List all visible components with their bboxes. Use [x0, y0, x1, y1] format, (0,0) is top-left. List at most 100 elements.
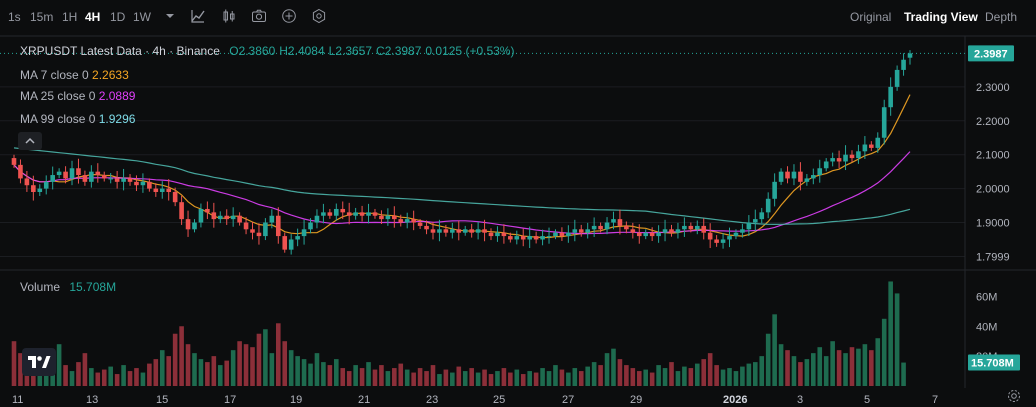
volume-bar [746, 363, 752, 386]
tab-trading-view[interactable]: Trading View [904, 10, 978, 24]
ma99-legend[interactable]: MA 99 close 0 1.9296 [20, 112, 135, 126]
candlestick-chart[interactable]: 2.3987 2.3000 2.2000 2.1000 2.0000 1.9000 1.79… [0, 34, 1036, 407]
volume-bar [495, 371, 500, 386]
volume-bar [694, 363, 700, 386]
candle-body [327, 212, 333, 216]
candle [63, 166, 68, 184]
candle [707, 223, 713, 249]
legend-collapse-button[interactable] [18, 132, 42, 150]
timeframe-1h[interactable]: 1H [62, 10, 78, 24]
candle [527, 226, 532, 249]
candle-body [675, 229, 681, 233]
volume-legend[interactable]: Volume 15.708M [20, 280, 116, 294]
last-price-label: 2.3987 [974, 48, 1008, 60]
ma25-legend[interactable]: MA 25 close 0 2.0889 [20, 89, 135, 103]
candle [630, 222, 636, 239]
candle-body [572, 229, 578, 233]
candle [392, 206, 397, 228]
volume-bar [295, 356, 300, 386]
candle [424, 220, 429, 235]
candle [862, 136, 868, 159]
timeframe-1s[interactable]: 1s [8, 10, 21, 24]
time-tick-label: 15 [156, 394, 168, 406]
candle [359, 205, 365, 222]
candle-body [172, 192, 178, 203]
ma25-value: 2.0889 [98, 89, 136, 103]
camera-icon[interactable] [251, 8, 267, 24]
volume-bar [869, 350, 874, 386]
candle [340, 201, 346, 220]
volume-bar [533, 372, 539, 386]
candle [765, 192, 771, 219]
volume-bar [798, 362, 803, 386]
timeframe-4h[interactable]: 4H [85, 10, 101, 24]
candle [462, 225, 468, 236]
candle-body [566, 232, 571, 237]
candle-body [108, 178, 113, 180]
volume-bar [894, 293, 900, 386]
candle-body [24, 178, 30, 186]
volume-label: Volume [20, 280, 61, 294]
tab-depth[interactable]: Depth [985, 10, 1018, 24]
candle-body [501, 232, 507, 237]
gear-icon[interactable] [1006, 388, 1022, 404]
symbol-title: XRPUSDT Latest Data · 4h · Binance [20, 44, 220, 58]
tv-logo-icon [28, 356, 51, 368]
candle [179, 195, 184, 225]
timeframe-15m[interactable]: 15m [30, 10, 54, 24]
volume-bar [443, 369, 449, 386]
indicator-line-icon[interactable] [190, 8, 206, 24]
time-tick-label: 11 [12, 394, 23, 406]
candle-type-icon[interactable] [221, 8, 237, 24]
candle [346, 202, 352, 225]
candle-body [437, 229, 442, 233]
candle-body [18, 164, 23, 179]
candle [791, 164, 797, 186]
tab-original[interactable]: Original [850, 10, 892, 24]
candle-body [811, 175, 816, 179]
candle [540, 229, 545, 246]
volume-axis: 60M40M20M15.708M [968, 291, 1020, 371]
timeframe-1w[interactable]: 1W [133, 10, 151, 24]
volume-bar [546, 371, 552, 386]
ma7-legend[interactable]: MA 7 close 0 2.2633 [20, 68, 129, 82]
candle-body [514, 236, 520, 240]
volume-bar [720, 369, 726, 386]
chevron-down-icon[interactable] [162, 8, 178, 24]
volume-tick-label: 60M [976, 291, 997, 303]
volume-bar [553, 365, 558, 386]
volume-bar [591, 362, 597, 386]
timeframe-1d[interactable]: 1D [110, 10, 126, 24]
candle-body [69, 168, 75, 179]
candle-body [340, 208, 346, 213]
candle [114, 170, 120, 189]
candle [101, 171, 107, 182]
volume-bars [11, 281, 906, 386]
candle-body [250, 229, 255, 233]
candle [282, 232, 288, 253]
candle-body [617, 219, 623, 226]
volume-bar [224, 360, 230, 386]
chart-toolbar: 1s 15m 1H 4H 1D 1W Original Trading View… [0, 0, 1036, 34]
candle-body [211, 212, 217, 220]
candle-body [269, 215, 275, 223]
candle [598, 222, 603, 233]
add-circle-icon[interactable] [281, 8, 297, 24]
tradingview-logo[interactable] [22, 348, 56, 376]
volume-bar [127, 371, 133, 386]
candle-body [159, 188, 165, 192]
candle [211, 202, 217, 228]
candle-body [288, 239, 294, 250]
volume-bar [417, 368, 423, 386]
candle [192, 219, 197, 233]
candle [611, 211, 616, 230]
settings-hex-icon[interactable] [311, 8, 327, 24]
candle [772, 173, 777, 207]
volume-bar [469, 368, 474, 386]
volume-bar [572, 368, 578, 386]
ma25-label: MA 25 close 0 [20, 89, 96, 103]
candle-body [430, 229, 436, 233]
candle [308, 218, 313, 234]
volume-bar [508, 372, 513, 386]
time-tick-label: 23 [426, 394, 438, 406]
